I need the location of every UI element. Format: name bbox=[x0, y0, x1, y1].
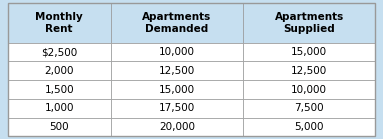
Text: 10,000: 10,000 bbox=[291, 85, 327, 95]
Text: 5,000: 5,000 bbox=[295, 122, 324, 132]
FancyBboxPatch shape bbox=[8, 99, 111, 118]
FancyBboxPatch shape bbox=[111, 80, 243, 99]
Text: 2,000: 2,000 bbox=[44, 66, 74, 76]
Text: 20,000: 20,000 bbox=[159, 122, 195, 132]
FancyBboxPatch shape bbox=[8, 118, 111, 136]
Text: 1,000: 1,000 bbox=[44, 103, 74, 113]
FancyBboxPatch shape bbox=[243, 43, 375, 61]
Text: 10,000: 10,000 bbox=[159, 47, 195, 57]
Text: 12,500: 12,500 bbox=[159, 66, 195, 76]
Text: 15,000: 15,000 bbox=[291, 47, 327, 57]
Text: 7,500: 7,500 bbox=[295, 103, 324, 113]
FancyBboxPatch shape bbox=[111, 99, 243, 118]
FancyBboxPatch shape bbox=[243, 99, 375, 118]
FancyBboxPatch shape bbox=[243, 80, 375, 99]
Text: 500: 500 bbox=[49, 122, 69, 132]
FancyBboxPatch shape bbox=[243, 3, 375, 43]
Text: Apartments
Supplied: Apartments Supplied bbox=[275, 12, 344, 34]
FancyBboxPatch shape bbox=[8, 61, 111, 80]
Text: Monthly
Rent: Monthly Rent bbox=[35, 12, 83, 34]
Text: $2,500: $2,500 bbox=[41, 47, 77, 57]
FancyBboxPatch shape bbox=[8, 80, 111, 99]
FancyBboxPatch shape bbox=[8, 43, 111, 61]
FancyBboxPatch shape bbox=[111, 3, 243, 43]
FancyBboxPatch shape bbox=[111, 118, 243, 136]
FancyBboxPatch shape bbox=[8, 3, 111, 43]
FancyBboxPatch shape bbox=[111, 43, 243, 61]
Text: 1,500: 1,500 bbox=[44, 85, 74, 95]
FancyBboxPatch shape bbox=[111, 61, 243, 80]
FancyBboxPatch shape bbox=[243, 118, 375, 136]
Text: 17,500: 17,500 bbox=[159, 103, 195, 113]
Text: Apartments
Demanded: Apartments Demanded bbox=[142, 12, 211, 34]
FancyBboxPatch shape bbox=[243, 61, 375, 80]
Text: 12,500: 12,500 bbox=[291, 66, 327, 76]
Text: 15,000: 15,000 bbox=[159, 85, 195, 95]
